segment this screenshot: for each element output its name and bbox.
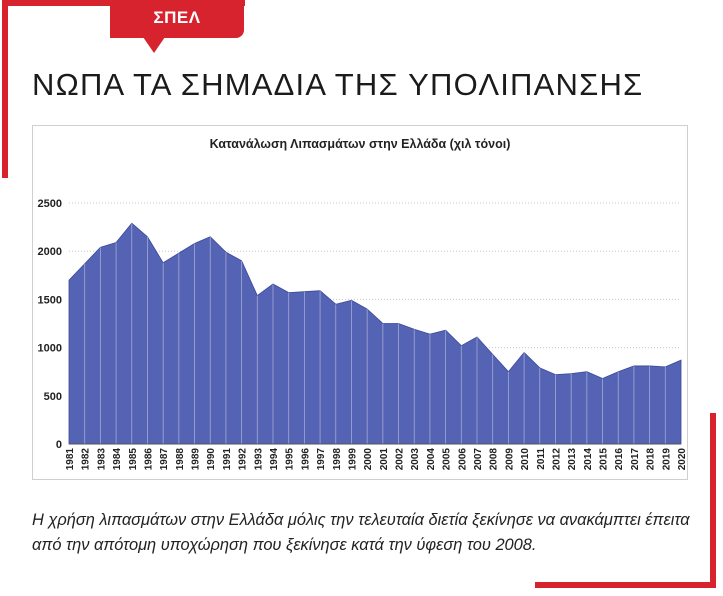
x-tick-label: 2013 — [567, 448, 578, 471]
y-tick-label: 1500 — [38, 294, 62, 306]
frame-right-bar — [710, 413, 716, 588]
x-tick-label: 1985 — [128, 448, 139, 471]
section-tag: ΣΠΕΛ — [110, 0, 244, 38]
x-tick-label: 1990 — [206, 448, 217, 471]
x-tick-label: 2008 — [489, 448, 500, 471]
x-tick-label: 2010 — [520, 448, 531, 471]
x-tick-label: 2003 — [410, 448, 421, 471]
x-tick-label: 1989 — [191, 448, 202, 471]
x-tick-label: 1996 — [300, 448, 311, 471]
x-tick-label: 2018 — [646, 448, 657, 471]
x-tick-label: 2001 — [379, 448, 390, 471]
section-tag-label: ΣΠΕΛ — [153, 8, 201, 27]
y-tick-label: 500 — [44, 391, 62, 403]
x-tick-label: 2016 — [614, 448, 625, 471]
y-tick-label: 0 — [56, 439, 62, 451]
chart-svg: Κατανάλωση Λιπασμάτων στην Ελλάδα (χιλ τ… — [38, 137, 688, 471]
x-tick-label: 1994 — [269, 448, 280, 471]
x-tick-label: 2015 — [599, 448, 610, 471]
x-tick-label: 2012 — [551, 448, 562, 471]
x-tick-label: 1982 — [81, 448, 92, 471]
x-tick-label: 2019 — [661, 448, 672, 471]
x-tick-label: 1983 — [96, 448, 107, 471]
x-tick-label: 2007 — [473, 448, 484, 471]
y-tick-label: 1000 — [38, 343, 62, 355]
x-tick-label: 2005 — [442, 448, 453, 471]
x-tick-label: 2004 — [426, 448, 437, 471]
x-tick-label: 1997 — [316, 448, 327, 471]
x-tick-label: 1991 — [222, 448, 233, 471]
x-tick-label: 2017 — [630, 448, 641, 471]
x-tick-label: 2000 — [363, 448, 374, 471]
x-tick-label: 1992 — [238, 448, 249, 471]
frame-left-bar — [2, 0, 8, 178]
x-tick-label: 2002 — [395, 448, 406, 471]
chart-title: Κατανάλωση Λιπασμάτων στην Ελλάδα (χιλ τ… — [210, 137, 511, 151]
chart-area-layer — [68, 222, 682, 445]
x-tick-label: 1987 — [159, 448, 170, 471]
x-tick-label: 1993 — [253, 448, 264, 471]
y-tick-label: 2500 — [38, 198, 62, 210]
x-axis: 1981 1982 1983 1984 1985 1986 1987 1988 1989 1990… — [65, 448, 688, 471]
y-tick-label: 2000 — [38, 246, 62, 258]
chart-box: Κατανάλωση Λιπασμάτων στην Ελλάδα (χιλ τ… — [32, 125, 688, 480]
x-tick-label: 1986 — [143, 448, 154, 471]
x-tick-label: 2009 — [504, 448, 515, 471]
frame-bottom-bar — [535, 582, 716, 588]
x-tick-label: 1981 — [65, 448, 76, 471]
caption: Η χρήση λιπασμάτων στην Ελλάδα μόλις την… — [32, 511, 690, 554]
x-tick-label: 1999 — [347, 448, 358, 471]
y-axis: 0 500 1000 1500 2000 2500 — [38, 198, 62, 451]
x-tick-label: 2014 — [583, 448, 594, 471]
x-tick-label: 1995 — [285, 448, 296, 471]
x-tick-label: 2020 — [677, 448, 687, 471]
series-area — [68, 222, 682, 445]
headline: ΝΩΠΑ ΤΑ ΣΗΜΑΔΙΑ ΤΗΣ ΥΠΟΛΙΠΑΝΣΗΣ — [32, 67, 644, 102]
x-tick-label: 1984 — [112, 448, 123, 471]
tag-pointer — [143, 37, 165, 53]
x-tick-label: 2011 — [536, 448, 547, 470]
x-tick-label: 1988 — [175, 448, 186, 471]
x-tick-label: 1998 — [332, 448, 343, 471]
x-tick-label: 2006 — [457, 448, 468, 471]
